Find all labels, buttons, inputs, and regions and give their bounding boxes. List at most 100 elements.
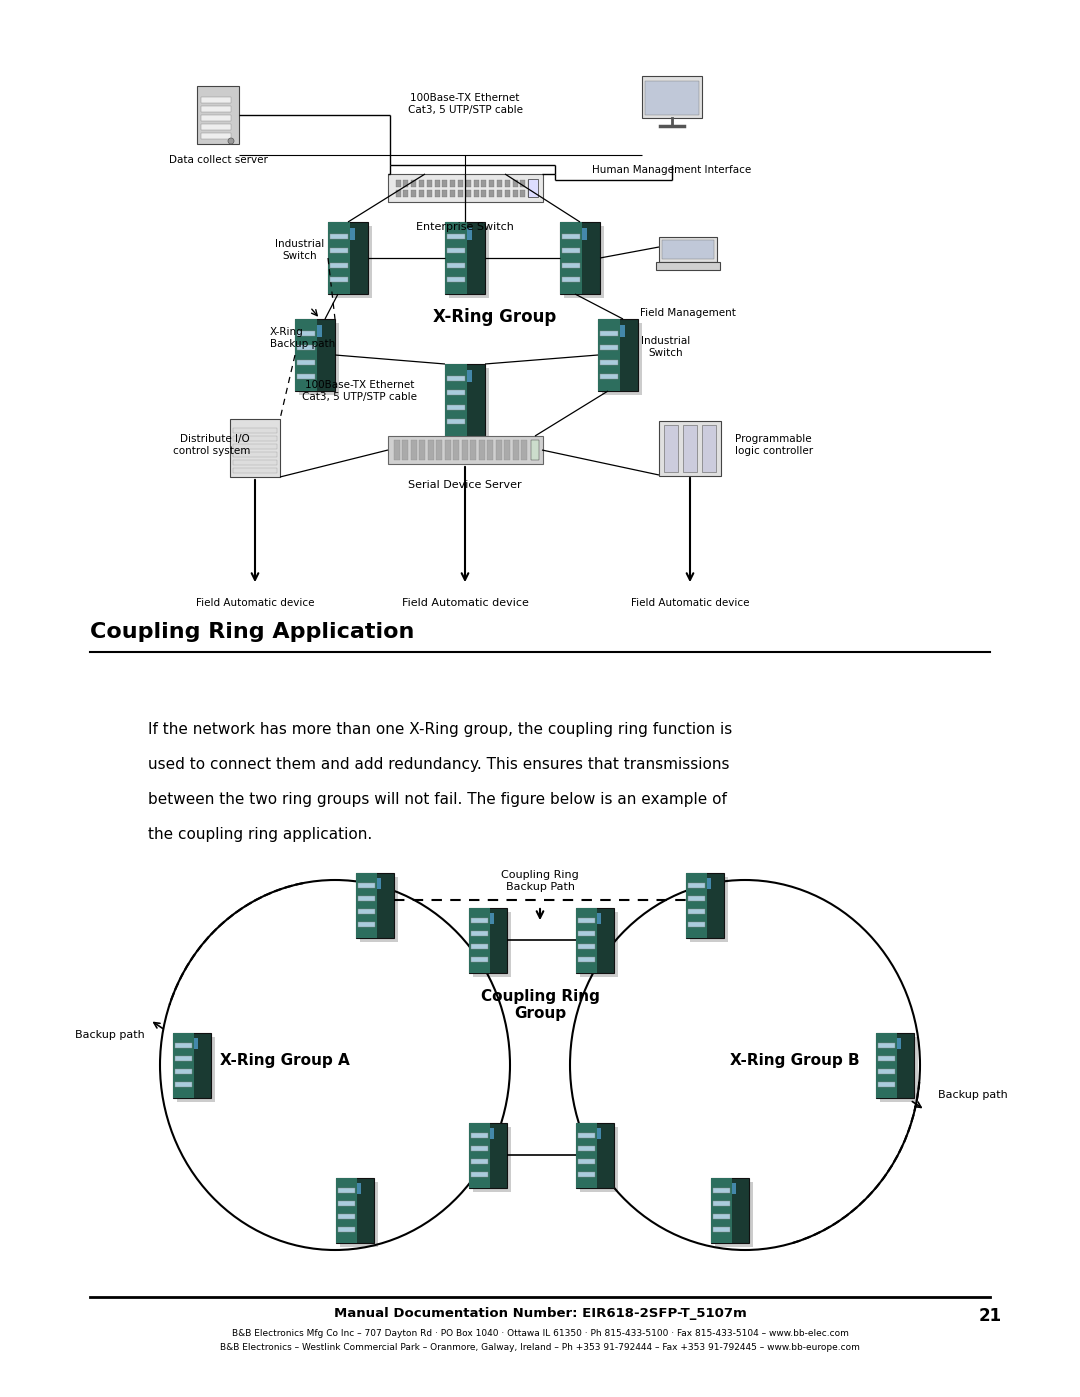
Bar bbox=[201, 133, 231, 138]
Bar bbox=[471, 1160, 488, 1164]
Circle shape bbox=[228, 138, 234, 144]
Text: Field Automatic device: Field Automatic device bbox=[195, 598, 314, 608]
Bar bbox=[497, 190, 502, 197]
Text: Distribute I/O
control system: Distribute I/O control system bbox=[173, 434, 249, 455]
Bar bbox=[513, 180, 517, 187]
Bar bbox=[664, 425, 678, 472]
Bar bbox=[428, 440, 433, 460]
Bar bbox=[662, 240, 714, 258]
Bar bbox=[449, 226, 489, 298]
Bar bbox=[578, 944, 595, 949]
Bar bbox=[471, 944, 488, 949]
Bar bbox=[715, 1182, 753, 1246]
Bar bbox=[528, 180, 534, 187]
Bar bbox=[713, 1214, 730, 1220]
Text: Serial Device Server: Serial Device Server bbox=[408, 481, 522, 490]
Bar bbox=[490, 1127, 495, 1139]
Bar bbox=[357, 895, 375, 901]
Bar bbox=[332, 226, 372, 298]
Bar bbox=[878, 1083, 895, 1087]
Bar bbox=[471, 918, 488, 923]
Bar bbox=[478, 440, 485, 460]
Bar bbox=[175, 1056, 192, 1060]
Bar bbox=[175, 1044, 192, 1048]
Bar bbox=[578, 930, 595, 936]
Bar bbox=[330, 263, 348, 268]
Bar bbox=[876, 1032, 896, 1098]
Bar bbox=[521, 180, 525, 187]
Bar bbox=[411, 190, 416, 197]
Bar bbox=[561, 222, 582, 293]
Text: Data collect server: Data collect server bbox=[168, 155, 268, 165]
Bar bbox=[688, 883, 705, 888]
Bar bbox=[447, 249, 465, 253]
Bar bbox=[197, 87, 239, 144]
Text: used to connect them and add redundancy. This ensures that transmissions: used to connect them and add redundancy.… bbox=[148, 757, 729, 773]
Bar bbox=[465, 190, 471, 197]
Text: between the two ring groups will not fail. The figure below is an example of: between the two ring groups will not fai… bbox=[148, 792, 727, 807]
Bar bbox=[470, 440, 476, 460]
Bar bbox=[487, 440, 492, 460]
Bar bbox=[434, 190, 440, 197]
Bar bbox=[707, 877, 712, 888]
Text: B&B Electronics Mfg Co Inc – 707 Dayton Rd · PO Box 1040 · Ottawa IL 61350 · Ph : B&B Electronics Mfg Co Inc – 707 Dayton … bbox=[231, 1329, 849, 1338]
Text: Coupling Ring Application: Coupling Ring Application bbox=[90, 622, 415, 643]
Text: If the network has more than one X-Ring group, the coupling ring function is: If the network has more than one X-Ring … bbox=[148, 722, 732, 738]
Text: 21: 21 bbox=[978, 1308, 1001, 1324]
Bar bbox=[471, 1172, 488, 1178]
Bar bbox=[427, 180, 432, 187]
Text: B&B Electronics – Westlink Commercial Park – Oranmore, Galway, Ireland – Ph +353: B&B Electronics – Westlink Commercial Pa… bbox=[220, 1343, 860, 1352]
Bar bbox=[896, 1038, 902, 1049]
Text: X-Ring Group A: X-Ring Group A bbox=[220, 1052, 350, 1067]
Bar bbox=[597, 1127, 602, 1139]
Bar bbox=[328, 222, 368, 293]
Bar bbox=[469, 1123, 490, 1187]
Text: 100Base-TX Ethernet
Cat3, 5 UTP/STP cable: 100Base-TX Ethernet Cat3, 5 UTP/STP cabl… bbox=[302, 380, 418, 401]
Text: Backup path: Backup path bbox=[939, 1090, 1008, 1099]
Bar bbox=[360, 876, 399, 942]
Bar bbox=[688, 922, 705, 928]
Bar bbox=[377, 877, 381, 888]
Bar bbox=[427, 190, 432, 197]
Bar bbox=[447, 405, 465, 409]
Text: Programmable
logic controller: Programmable logic controller bbox=[735, 434, 813, 455]
Bar bbox=[336, 1178, 356, 1242]
Bar bbox=[458, 190, 463, 197]
Bar bbox=[419, 180, 423, 187]
Bar bbox=[690, 876, 728, 942]
Bar bbox=[576, 908, 615, 972]
Bar bbox=[489, 180, 495, 187]
FancyBboxPatch shape bbox=[388, 436, 542, 464]
Bar bbox=[878, 1056, 895, 1060]
Bar bbox=[578, 918, 595, 923]
Bar bbox=[471, 957, 488, 963]
Bar bbox=[578, 1160, 595, 1164]
Bar bbox=[447, 419, 465, 425]
Bar bbox=[338, 1201, 355, 1206]
Bar bbox=[447, 390, 465, 395]
Bar bbox=[201, 115, 231, 122]
Bar bbox=[580, 911, 618, 977]
Bar bbox=[598, 319, 620, 391]
Text: X-Ring Group: X-Ring Group bbox=[433, 307, 556, 326]
Bar bbox=[419, 440, 426, 460]
Text: Industrial
Switch: Industrial Switch bbox=[642, 337, 690, 358]
Bar bbox=[233, 427, 276, 433]
Bar bbox=[299, 323, 339, 395]
Bar bbox=[465, 180, 471, 187]
Bar bbox=[530, 440, 539, 460]
Bar bbox=[597, 912, 602, 923]
Bar bbox=[445, 222, 467, 293]
Text: Industrial
Switch: Industrial Switch bbox=[275, 239, 325, 261]
Bar bbox=[490, 912, 495, 923]
Bar bbox=[600, 359, 618, 365]
Bar bbox=[600, 345, 618, 351]
Bar bbox=[393, 440, 400, 460]
Bar bbox=[659, 420, 721, 475]
Bar bbox=[328, 222, 350, 293]
Bar bbox=[357, 909, 375, 914]
Bar bbox=[445, 222, 485, 293]
Bar bbox=[471, 1146, 488, 1151]
Bar bbox=[443, 190, 447, 197]
Bar bbox=[467, 370, 472, 381]
